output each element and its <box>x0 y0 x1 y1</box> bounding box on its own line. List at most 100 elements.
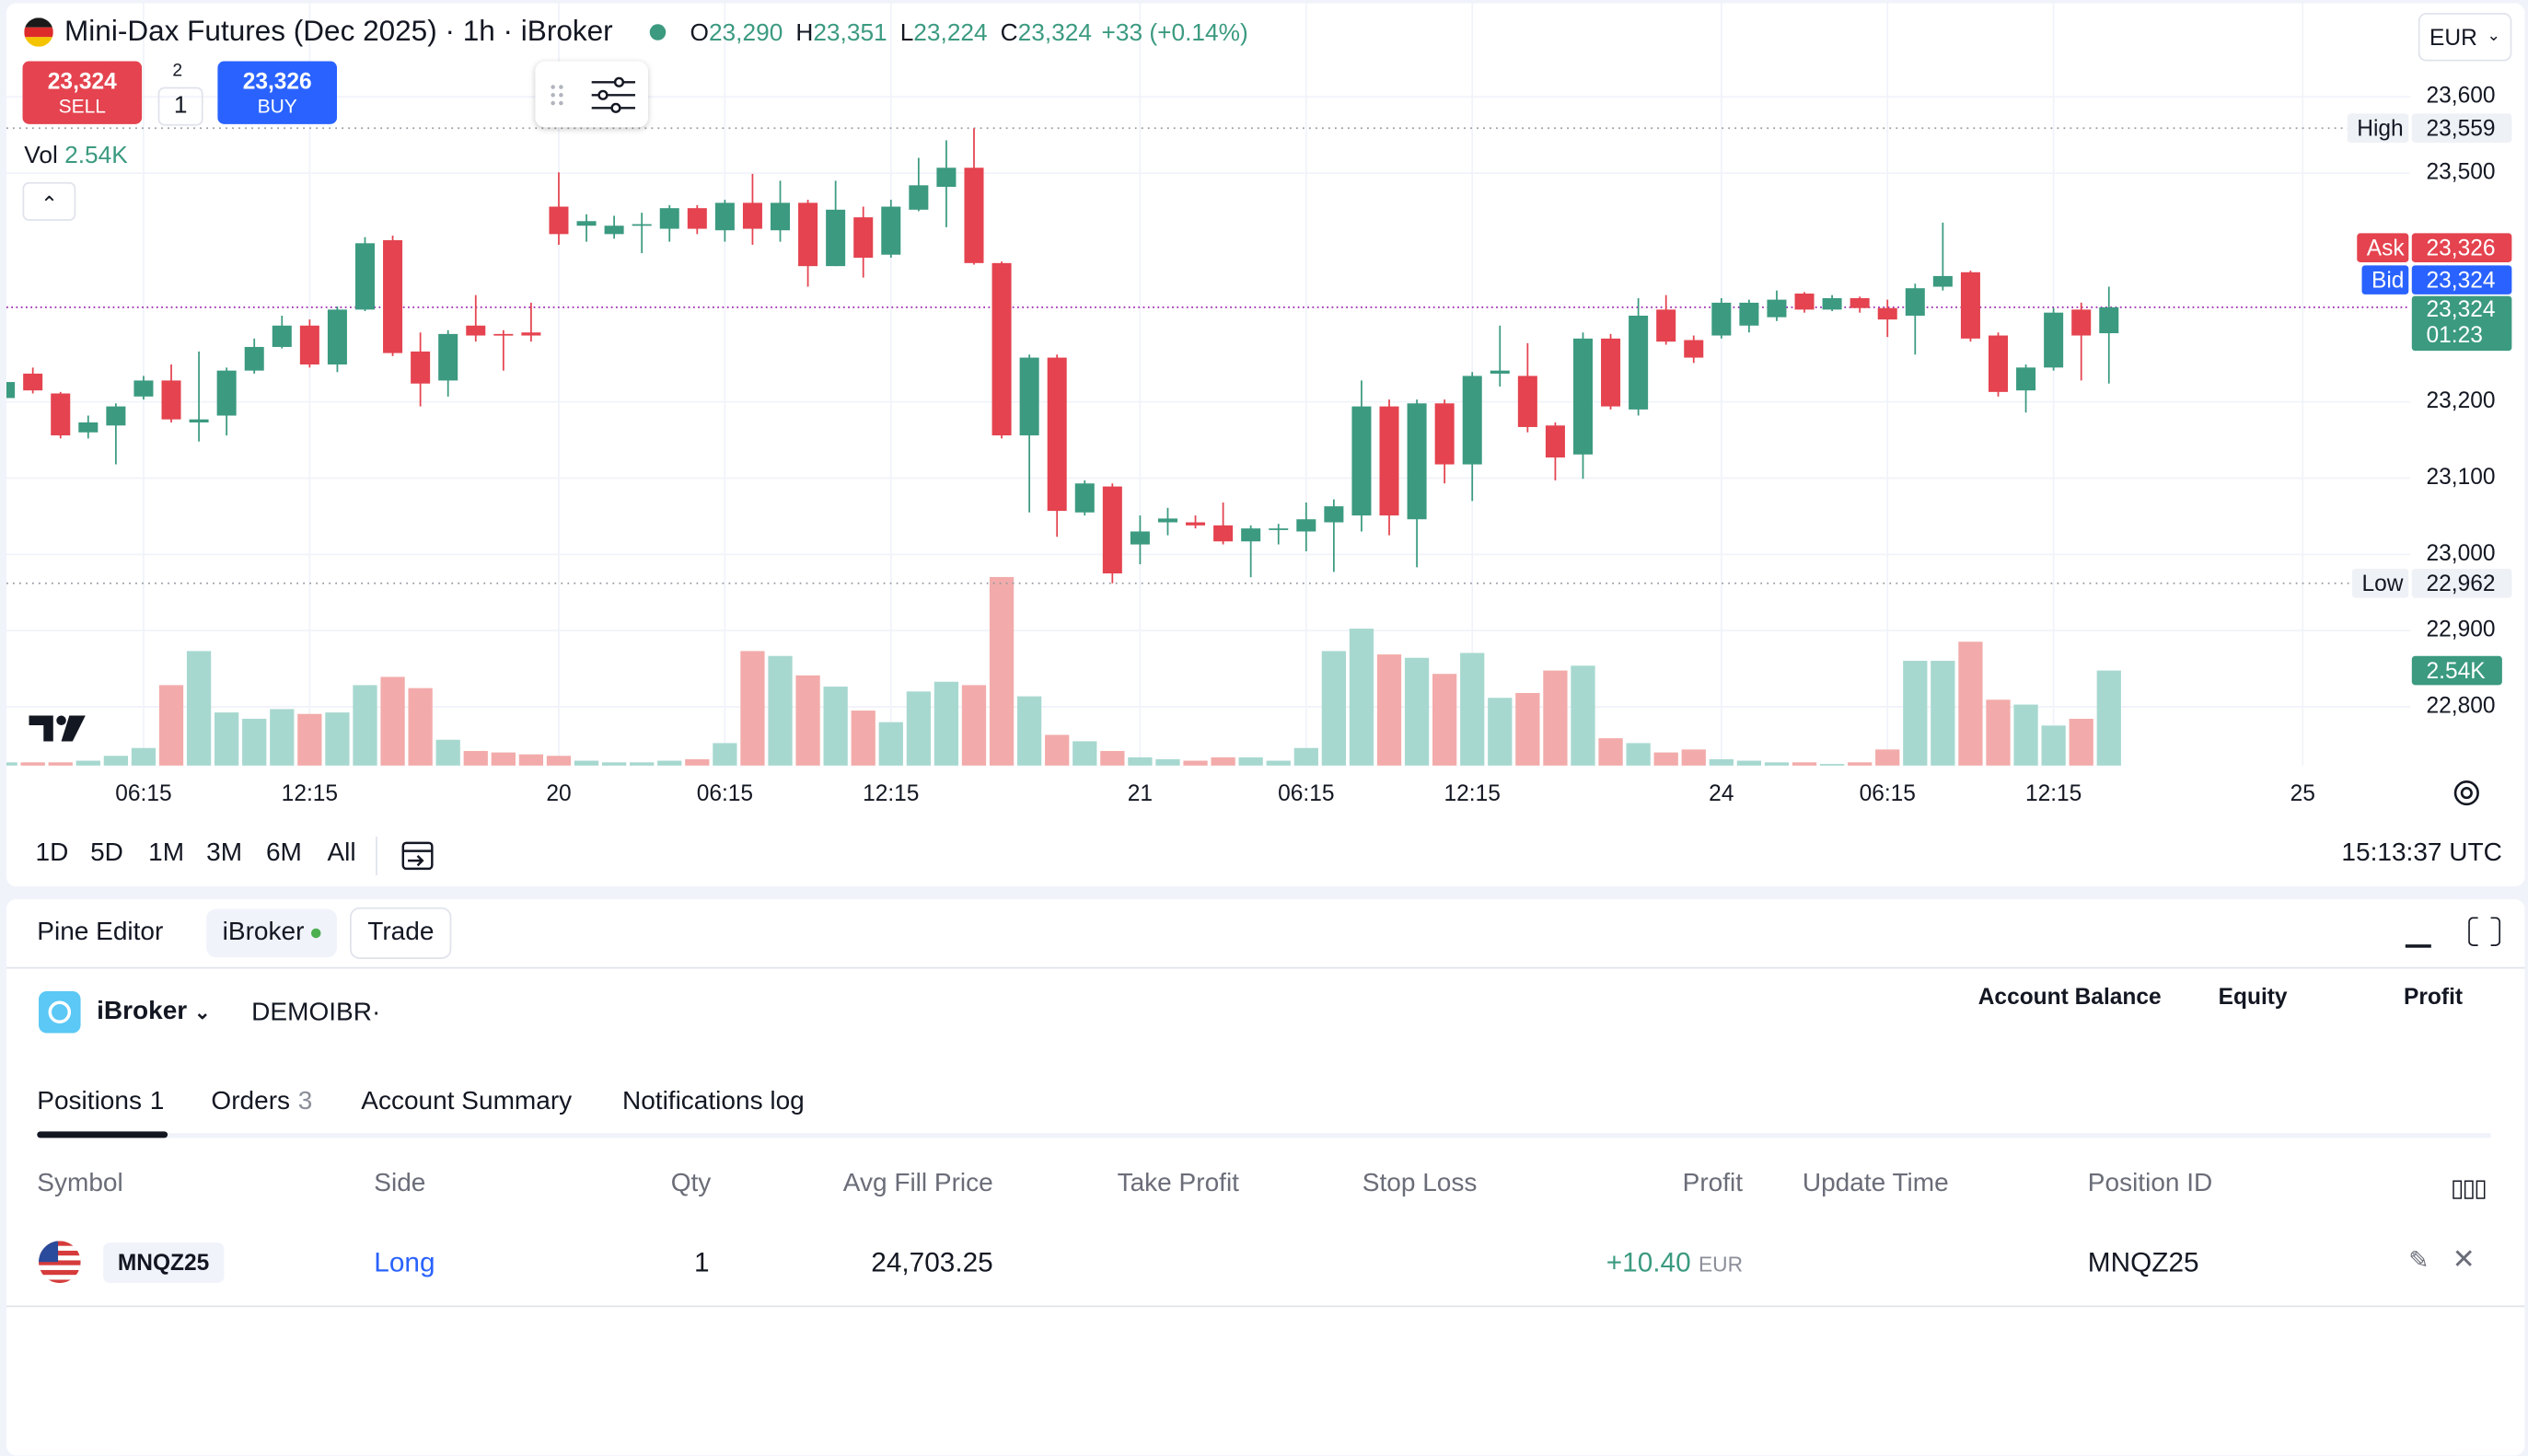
sub-tab-label: Orders <box>211 1088 291 1115</box>
panel-tab[interactable]: iBroker <box>206 908 337 958</box>
symbol-title[interactable]: Mini-Dax Futures (Dec 2025) · 1h · iBrok… <box>64 14 613 47</box>
sub-tab[interactable]: Account Summary <box>361 1088 572 1117</box>
collapse-button[interactable]: ⌃ <box>22 181 76 221</box>
range-button[interactable]: 5D <box>90 839 123 868</box>
candle-body <box>272 325 292 347</box>
volume-bar <box>795 675 820 766</box>
ohlc-label: L <box>899 19 914 47</box>
drawing-toolbar[interactable] <box>535 61 648 128</box>
volume-bar <box>435 739 460 766</box>
panel-tab[interactable]: Pine Editor <box>21 909 180 958</box>
bid-badge <box>2411 265 2512 295</box>
volume-badge-label: 2.54K <box>2427 659 2487 684</box>
candle-body <box>2016 367 2036 391</box>
range-button[interactable]: 1M <box>148 839 185 868</box>
candle-body <box>1517 376 1537 427</box>
sub-tab[interactable]: Notifications log <box>622 1088 805 1117</box>
ask-value: 23,326 <box>2427 236 2496 260</box>
column-header[interactable]: Symbol <box>37 1170 123 1198</box>
close-button[interactable]: ✕ <box>2452 1243 2476 1276</box>
broker: iBroker <box>97 997 188 1025</box>
sub-tab[interactable]: Orders 3 <box>211 1088 312 1117</box>
bottom-panel <box>6 899 2525 1456</box>
summary-label: Equity <box>2218 983 2288 1010</box>
quantity[interactable]: 1 <box>157 87 203 126</box>
range-button[interactable]: 6M <box>265 839 302 868</box>
currency-select[interactable]: EUR ⌄ <box>2418 13 2512 62</box>
settings-icon[interactable] <box>2453 780 2479 806</box>
volume-bar <box>1016 696 1042 766</box>
tab-label: iBroker <box>222 919 305 946</box>
range-button[interactable]: 3M <box>206 839 243 868</box>
symbol-chip[interactable]: MNQZ25 <box>103 1242 225 1283</box>
x-tick-label: 06:15 <box>1278 781 1334 806</box>
volume-bar <box>1183 760 1208 766</box>
volume-bar <box>1986 699 2011 766</box>
column-header[interactable]: Update Time <box>1802 1170 1949 1198</box>
divider <box>6 966 2525 969</box>
volume-bar <box>1155 758 1180 766</box>
volume-bar <box>1792 762 1817 766</box>
volume-bar <box>75 760 100 766</box>
candle-body <box>1767 299 1787 318</box>
sell-button[interactable]: 23,324 SELL <box>22 61 143 124</box>
candle-body <box>1850 297 1870 308</box>
goto-date[interactable] <box>399 837 437 875</box>
candle-body <box>853 217 874 259</box>
volume-bar <box>6 762 17 766</box>
bid-label: Bid <box>2371 268 2404 293</box>
candle-body <box>1989 335 2009 392</box>
candle-body <box>354 243 375 310</box>
volume-bar <box>630 762 655 766</box>
x-tick-label: 21 <box>1128 781 1153 806</box>
volume-bar <box>1376 654 1402 766</box>
candle-body <box>881 206 901 255</box>
candle-body <box>1157 518 1177 523</box>
candle-body <box>1822 297 1842 310</box>
clock: 15:13:37 UTC <box>2341 839 2502 868</box>
volume-name: Vol <box>24 142 58 169</box>
column-header[interactable]: Stop Loss <box>1362 1170 1478 1198</box>
candle-body <box>133 380 154 397</box>
range-button[interactable]: All <box>327 839 356 868</box>
volume-bar <box>1211 757 1235 766</box>
column-header[interactable]: Qty <box>670 1170 712 1198</box>
candle-body <box>78 422 99 433</box>
column-header[interactable]: Side <box>374 1170 426 1198</box>
sub-tab[interactable]: Positions 1 <box>37 1088 164 1117</box>
y-tick-label: 23,500 <box>2427 160 2496 185</box>
low_line-badge <box>2411 569 2512 598</box>
minimize[interactable] <box>2405 944 2431 947</box>
edit-button[interactable]: ✎ <box>2408 1247 2429 1276</box>
countdown: 01:23 <box>2427 323 2483 348</box>
volume-bar <box>2096 670 2121 766</box>
range-button[interactable]: 1D <box>35 839 69 868</box>
candle-body <box>826 209 846 267</box>
candle-body <box>1434 403 1455 465</box>
y-tick-label: 23,000 <box>2427 541 2496 566</box>
volume-legend: Vol 2.54K <box>24 142 127 169</box>
candle-body <box>23 373 43 391</box>
broker-name[interactable]: iBroker ⌄ <box>97 998 211 1027</box>
candle-body <box>1296 519 1316 532</box>
last-badge <box>2411 295 2512 352</box>
panel-tab[interactable]: Trade <box>350 907 452 959</box>
buy-button[interactable]: 23,326 BUY <box>217 61 338 124</box>
spread: 2 <box>172 61 183 81</box>
volume-bar <box>103 756 129 766</box>
column-header[interactable]: Avg Fill Price <box>842 1170 993 1198</box>
ask-badge <box>2411 233 2512 262</box>
status-dot <box>310 928 320 938</box>
column-header[interactable]: Position ID <box>2087 1170 2213 1198</box>
columns-menu[interactable]: ▯▯▯ <box>2450 1174 2487 1203</box>
column-header[interactable]: Profit <box>1682 1170 1744 1198</box>
broker-logo-ring <box>48 1000 72 1024</box>
ohlc-value: 23,224 <box>913 19 988 47</box>
sub-tab-count: 3 <box>297 1088 313 1115</box>
y-tick-label: 23,600 <box>2427 84 2496 109</box>
currency: EUR <box>2429 24 2477 51</box>
column-header[interactable]: Take Profit <box>1117 1170 1239 1198</box>
chevron: ⌄ <box>2487 27 2501 46</box>
chart: 23,600 23,500 23,200 23,100 23,000 22,900 22,8… <box>6 3 2512 806</box>
